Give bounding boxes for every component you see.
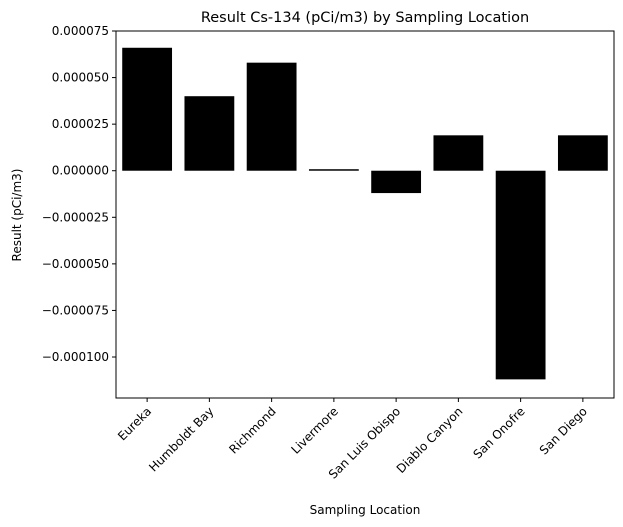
y-tick-label: −0.000075 xyxy=(42,303,109,317)
bar xyxy=(495,170,546,380)
bar xyxy=(371,170,422,194)
x-tick-label: Livermore xyxy=(288,404,341,457)
bar xyxy=(433,135,484,171)
y-tick-label: −0.000100 xyxy=(42,350,109,364)
x-tick-label: San Onofre xyxy=(470,404,527,461)
y-axis-ticks: 0.000075 0.000050 0.000025 0.000000 −0.00002… xyxy=(42,24,116,364)
y-tick-label: 0.000000 xyxy=(52,164,109,178)
bar xyxy=(246,62,297,171)
bar xyxy=(122,47,173,171)
x-axis-label: Sampling Location xyxy=(310,503,421,517)
x-tick-label: Humboldt Bay xyxy=(146,404,216,474)
y-axis-label: Result (pCi/m3) xyxy=(10,169,24,262)
x-tick-label: San Diego xyxy=(537,404,590,457)
bar xyxy=(184,96,235,171)
bar xyxy=(557,135,608,171)
x-tick-label: Richmond xyxy=(226,404,278,456)
y-tick-label: −0.000050 xyxy=(42,257,109,271)
x-tick-label: Diablo Canyon xyxy=(394,404,466,476)
bars xyxy=(122,47,608,380)
x-tick-label: Eureka xyxy=(115,404,154,443)
chart-title: Result Cs-134 (pCi/m3) by Sampling Locat… xyxy=(201,10,529,26)
plot-frame xyxy=(115,30,615,399)
y-tick-label: −0.000025 xyxy=(42,210,109,224)
y-tick-label: 0.000075 xyxy=(52,24,109,38)
y-tick-label: 0.000050 xyxy=(52,71,109,85)
y-tick-label: 0.000025 xyxy=(52,117,109,131)
bar xyxy=(308,169,359,171)
